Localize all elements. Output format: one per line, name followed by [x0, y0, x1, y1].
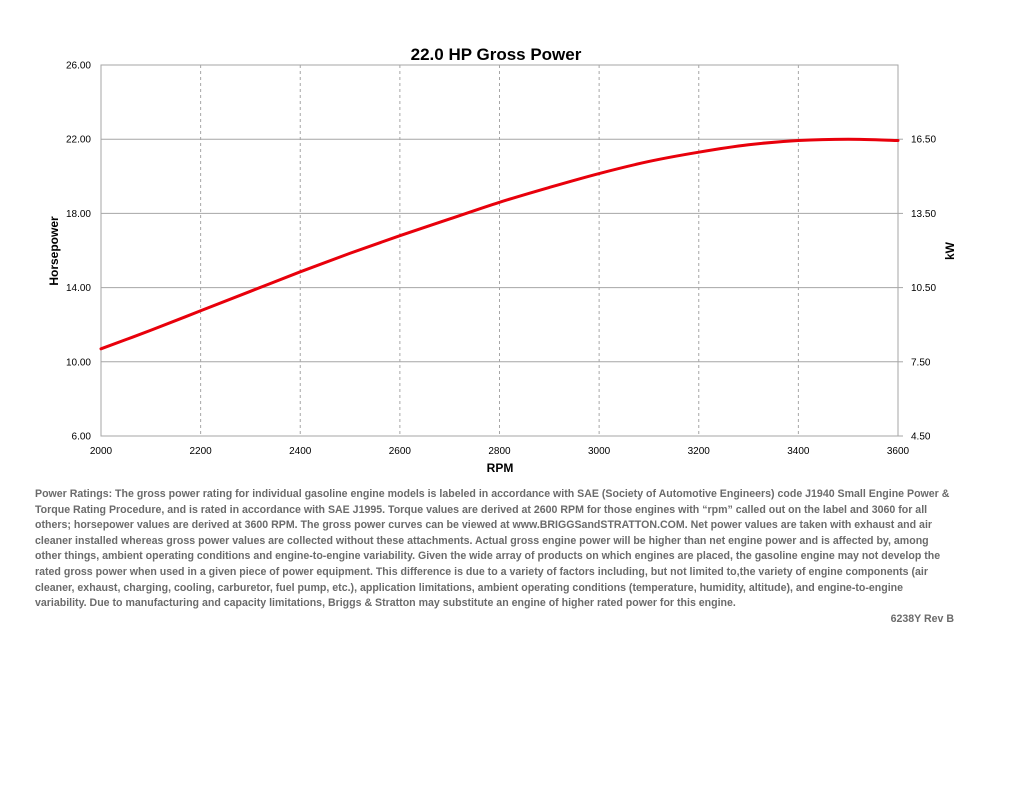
power-ratings-footnote: Power Ratings: The gross power rating fo… [35, 488, 950, 610]
y-tick-label: 6.00 [72, 432, 92, 443]
y2-tick-label: 16.50 [911, 135, 936, 146]
y-tick-label: 14.00 [66, 283, 91, 294]
y-tick-label: 26.00 [66, 61, 91, 72]
y-tick-label: 18.00 [66, 209, 91, 220]
x-axis-title: RPM [487, 461, 514, 475]
x-tick-label: 3600 [887, 446, 910, 457]
y2-tick-label: 4.50 [911, 432, 931, 443]
x-tick-label: 2800 [488, 446, 511, 457]
y2-tick-label: 10.50 [911, 283, 936, 294]
x-tick-label: 3000 [588, 446, 611, 457]
y2-tick-label: 13.50 [911, 209, 936, 220]
x-tick-label: 3400 [787, 446, 810, 457]
x-tick-label: 3200 [688, 446, 711, 457]
power-chart: 22.0 HP Gross Power 6.00 10.00 14.00 18.00 2… [47, 45, 957, 475]
y2-tick-label: 7.50 [911, 357, 931, 368]
x-tick-label: 2600 [389, 446, 412, 457]
y-tick-label: 22.00 [66, 135, 91, 146]
grid-layer [100, 64, 899, 437]
tick-layer: 6.00 10.00 14.00 18.00 22.00 26.00 2000 2200 240… [66, 61, 936, 458]
x-tick-label: 2000 [90, 446, 113, 457]
y-tick-label: 10.00 [66, 357, 91, 368]
document-code: 6238Y Rev B [890, 613, 954, 625]
chart-title: 22.0 HP Gross Power [411, 45, 582, 64]
x-tick-label: 2400 [289, 446, 312, 457]
y2-axis-title: kW [943, 241, 957, 260]
x-tick-label: 2200 [190, 446, 213, 457]
series-layer [99, 137, 900, 351]
y-axis-title: Horsepower [47, 216, 61, 286]
gross-power-line [99, 137, 900, 351]
